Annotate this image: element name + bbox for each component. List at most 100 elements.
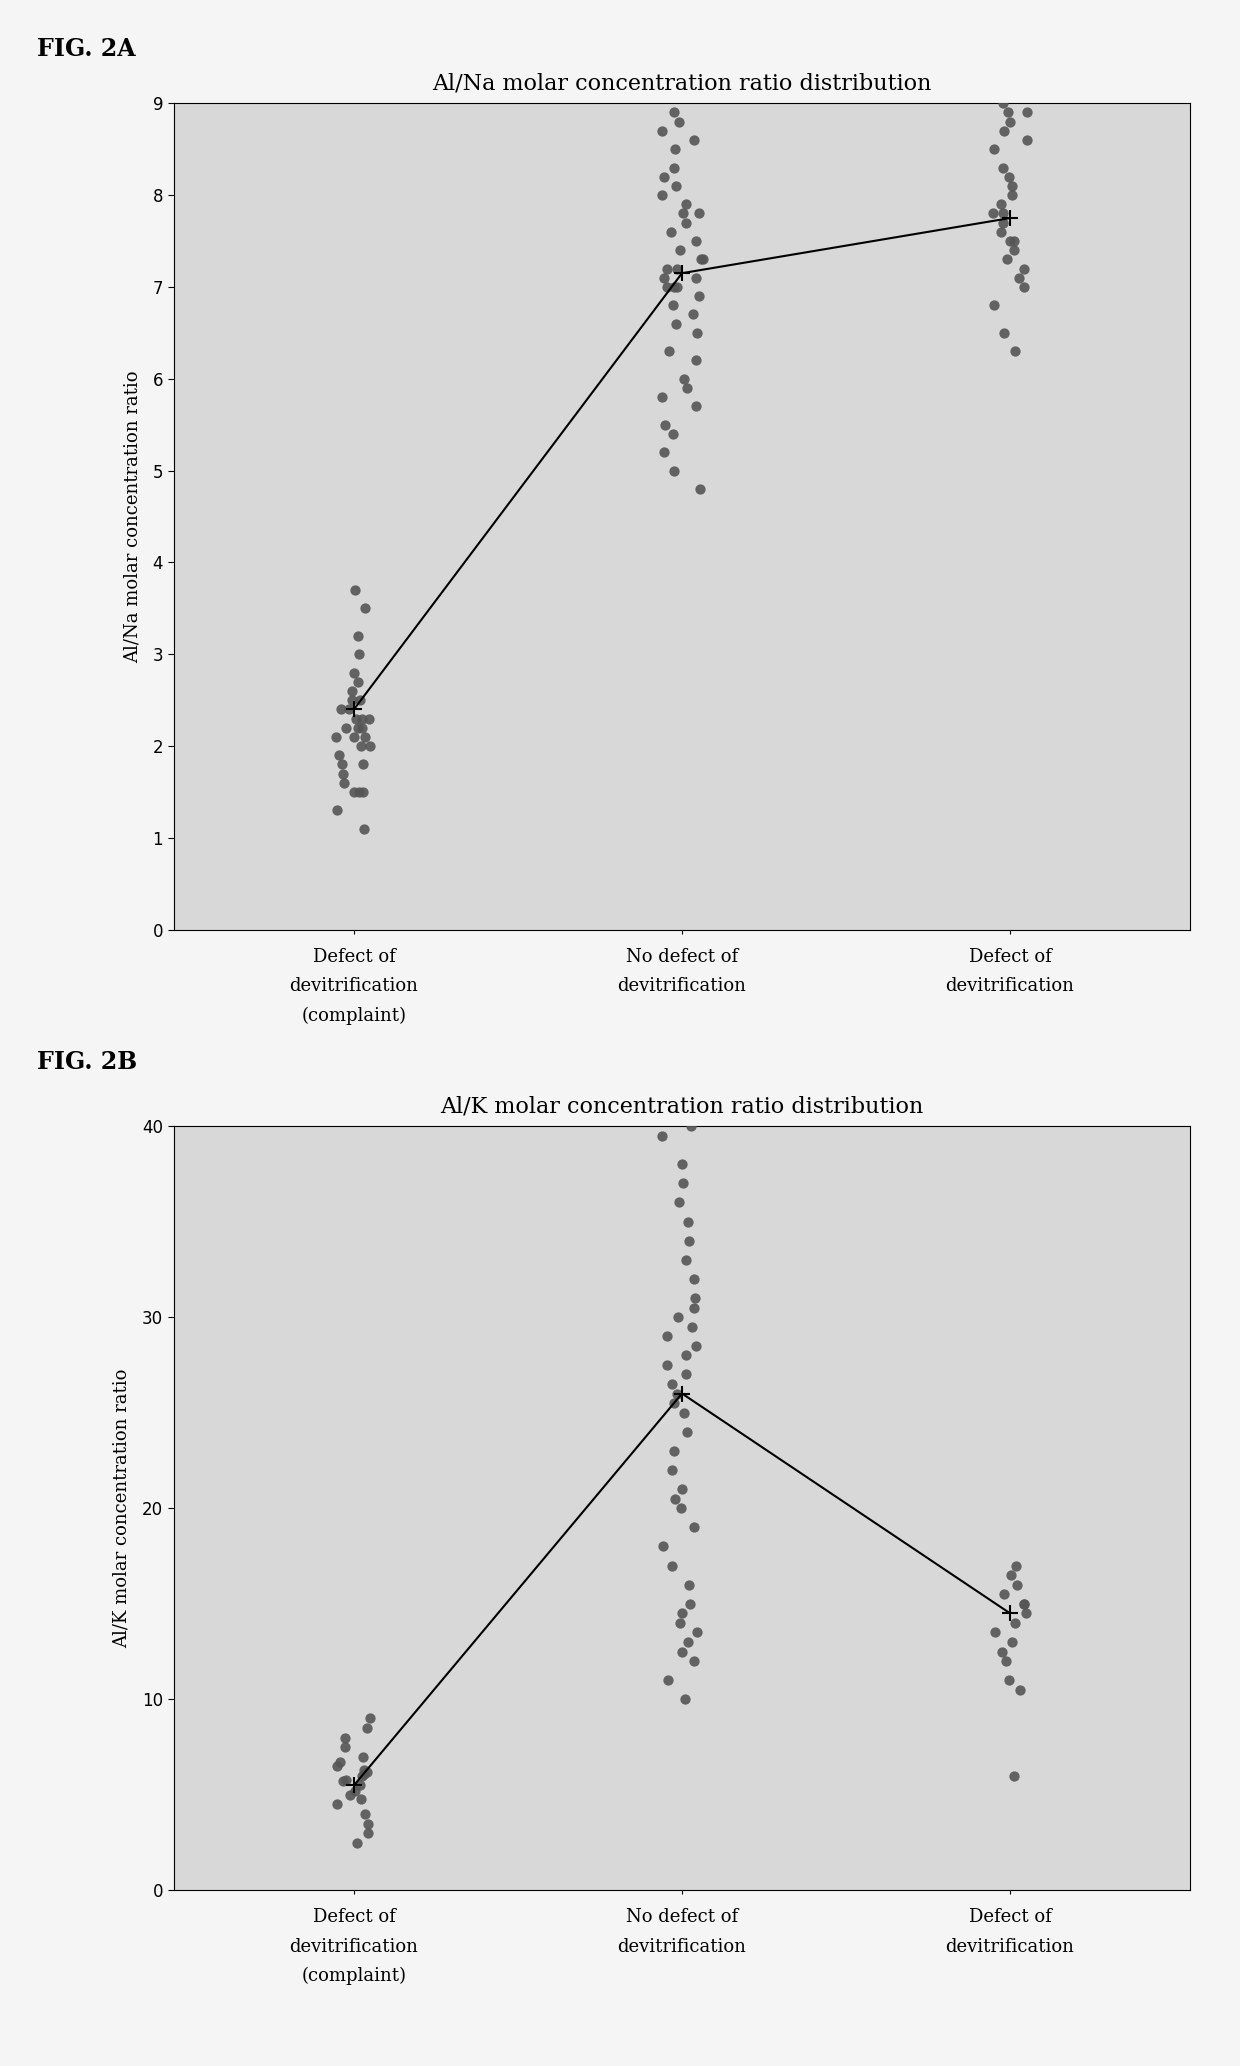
Point <box>681 1109 701 1142</box>
Point <box>675 362 694 395</box>
Point <box>998 95 1018 128</box>
Point <box>983 196 1003 229</box>
Point <box>353 748 373 781</box>
Point <box>686 260 706 293</box>
Point <box>999 161 1019 194</box>
Point <box>361 1702 381 1735</box>
Point <box>994 1578 1014 1611</box>
Point <box>657 252 677 285</box>
Point <box>350 1768 370 1802</box>
Point <box>335 1731 355 1764</box>
Point <box>1017 95 1037 128</box>
Point <box>352 711 372 744</box>
Point <box>658 335 678 368</box>
Point <box>356 1797 376 1830</box>
Point <box>683 1645 703 1678</box>
Point <box>652 380 672 413</box>
Point <box>353 1740 373 1773</box>
Point <box>663 417 683 450</box>
Point <box>672 1473 692 1506</box>
Point <box>1017 124 1037 157</box>
Point <box>652 1120 672 1153</box>
Point <box>996 1645 1016 1678</box>
Point <box>1004 1607 1024 1640</box>
Point <box>1002 178 1022 211</box>
Point <box>993 196 1013 229</box>
Point <box>994 114 1014 147</box>
Point <box>673 196 693 229</box>
Point <box>342 684 362 717</box>
Point <box>652 114 672 147</box>
Point <box>676 207 696 240</box>
Point <box>350 638 370 671</box>
Point <box>330 740 350 773</box>
Point <box>686 1281 706 1314</box>
Point <box>327 793 347 826</box>
Point <box>687 1616 707 1649</box>
Point <box>334 1764 353 1797</box>
Point <box>345 574 365 607</box>
Point <box>342 674 362 707</box>
Point <box>353 812 373 845</box>
Point <box>985 132 1004 165</box>
Point <box>1004 335 1024 368</box>
Point <box>1011 1673 1030 1707</box>
Point <box>1006 1550 1025 1583</box>
Point <box>655 260 675 293</box>
Point <box>999 105 1019 138</box>
Point <box>672 1597 692 1630</box>
Text: FIG. 2B: FIG. 2B <box>37 1050 138 1074</box>
Point <box>655 436 675 469</box>
Point <box>347 620 367 653</box>
Point <box>665 95 684 128</box>
Point <box>351 729 371 762</box>
Point <box>689 473 709 506</box>
Point <box>665 271 684 304</box>
Point <box>352 702 372 735</box>
Point <box>675 1682 694 1715</box>
Title: Al/Na molar concentration ratio distribution: Al/Na molar concentration ratio distribu… <box>433 72 931 95</box>
Point <box>992 215 1012 248</box>
Point <box>672 1167 692 1200</box>
Point <box>661 215 681 248</box>
Point <box>351 684 371 717</box>
Y-axis label: Al/Na molar concentration ratio: Al/Na molar concentration ratio <box>124 370 141 663</box>
Point <box>335 1721 355 1754</box>
Point <box>985 1616 1004 1649</box>
Point <box>667 252 687 285</box>
Point <box>670 105 689 138</box>
Point <box>653 1529 673 1562</box>
Point <box>676 1339 696 1372</box>
Point <box>358 1808 378 1841</box>
Point <box>998 1663 1018 1696</box>
Point <box>1014 1587 1034 1620</box>
Point <box>997 244 1017 277</box>
Point <box>672 1634 692 1667</box>
Point <box>662 1454 682 1488</box>
Point <box>348 711 368 744</box>
Point <box>347 1826 367 1859</box>
Point <box>340 692 360 725</box>
Point <box>351 1783 371 1816</box>
Point <box>665 1481 684 1514</box>
Point <box>331 692 351 725</box>
Point <box>678 1568 698 1601</box>
Point <box>1002 169 1022 202</box>
Point <box>684 1291 704 1324</box>
Point <box>667 271 687 304</box>
Point <box>684 1262 704 1295</box>
Point <box>692 244 712 277</box>
Point <box>1002 1626 1022 1659</box>
Point <box>361 729 381 762</box>
Point <box>668 1186 688 1219</box>
Point <box>1001 225 1021 258</box>
Y-axis label: Al/K molar concentration ratio: Al/K molar concentration ratio <box>113 1368 131 1649</box>
Point <box>332 748 352 781</box>
Point <box>1007 1568 1027 1601</box>
Point <box>336 711 356 744</box>
Point <box>686 343 706 376</box>
Point <box>327 1750 347 1783</box>
Point <box>353 1754 373 1787</box>
Point <box>355 1758 374 1791</box>
Point <box>1004 233 1024 267</box>
